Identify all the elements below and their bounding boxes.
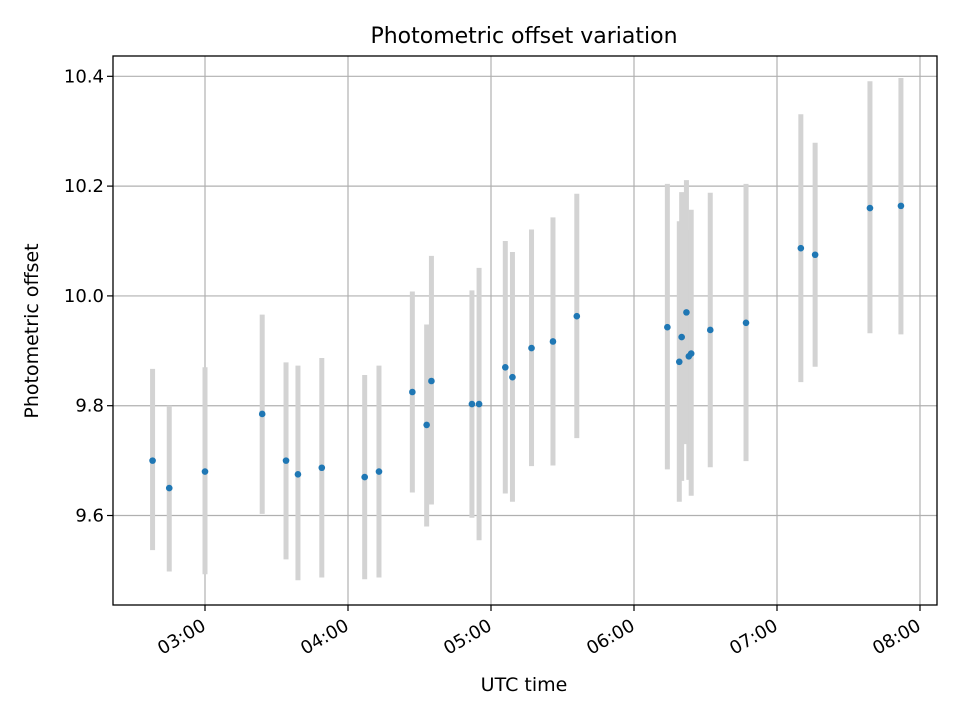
data-point — [409, 388, 416, 396]
y-tick-label: 10.4 — [64, 66, 104, 87]
y-tick-label: 10.2 — [64, 176, 104, 197]
data-point — [282, 457, 290, 464]
y-tick-label: 9.6 — [75, 506, 104, 527]
data-point — [475, 400, 483, 408]
data-point — [509, 373, 516, 381]
data-point — [742, 319, 750, 327]
data-point — [428, 377, 435, 385]
data-point — [468, 400, 476, 408]
data-point — [811, 251, 819, 259]
y-tick-label: 10.0 — [64, 286, 104, 307]
data-point — [318, 464, 326, 472]
data-point — [797, 244, 805, 252]
data-point — [683, 309, 690, 316]
data-point — [258, 410, 266, 418]
plot-frame — [112, 55, 938, 606]
data-point — [675, 358, 683, 366]
chart-title: Photometric offset variation — [370, 24, 677, 49]
data-point — [678, 333, 685, 341]
data-point — [375, 468, 383, 475]
y-axis-label: Photometric offset — [21, 243, 43, 418]
data-point — [573, 312, 581, 320]
data-point — [866, 204, 874, 212]
data-points — [149, 202, 905, 492]
data-point — [165, 484, 173, 492]
data-point — [502, 363, 509, 371]
y-tick-label: 9.8 — [75, 396, 104, 417]
data-point — [549, 338, 557, 345]
data-point — [528, 344, 535, 352]
x-axis-label: UTC time — [481, 674, 568, 696]
data-point — [361, 473, 368, 481]
data-point — [687, 350, 695, 357]
data-point — [423, 421, 430, 429]
data-point — [201, 468, 209, 475]
data-point — [706, 326, 714, 334]
data-point — [897, 202, 905, 210]
data-point — [664, 323, 671, 331]
data-point — [149, 457, 156, 464]
data-point — [294, 471, 302, 478]
